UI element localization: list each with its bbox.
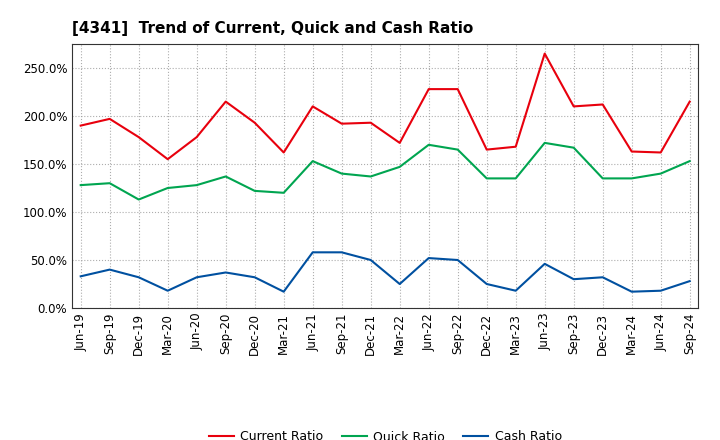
Cash Ratio	[627, 289, 636, 294]
Current Ratio	[511, 144, 520, 149]
Current Ratio	[570, 104, 578, 109]
Quick Ratio	[657, 171, 665, 176]
Current Ratio	[308, 104, 317, 109]
Quick Ratio	[279, 190, 288, 195]
Quick Ratio	[192, 183, 201, 188]
Quick Ratio	[135, 197, 143, 202]
Cash Ratio	[511, 288, 520, 293]
Quick Ratio	[221, 174, 230, 179]
Quick Ratio	[338, 171, 346, 176]
Quick Ratio	[366, 174, 375, 179]
Quick Ratio	[454, 147, 462, 152]
Current Ratio	[366, 120, 375, 125]
Current Ratio	[192, 135, 201, 140]
Cash Ratio	[366, 257, 375, 263]
Cash Ratio	[192, 275, 201, 280]
Quick Ratio	[511, 176, 520, 181]
Quick Ratio	[308, 158, 317, 164]
Current Ratio	[657, 150, 665, 155]
Cash Ratio	[541, 261, 549, 267]
Quick Ratio	[598, 176, 607, 181]
Current Ratio	[685, 99, 694, 104]
Current Ratio	[338, 121, 346, 126]
Cash Ratio	[135, 275, 143, 280]
Current Ratio	[76, 123, 85, 128]
Current Ratio	[541, 51, 549, 56]
Current Ratio	[627, 149, 636, 154]
Cash Ratio	[482, 281, 491, 286]
Current Ratio	[279, 150, 288, 155]
Cash Ratio	[163, 288, 172, 293]
Cash Ratio	[598, 275, 607, 280]
Line: Quick Ratio: Quick Ratio	[81, 143, 690, 199]
Cash Ratio	[105, 267, 114, 272]
Quick Ratio	[105, 180, 114, 186]
Cash Ratio	[395, 281, 404, 286]
Current Ratio	[163, 157, 172, 162]
Current Ratio	[395, 140, 404, 146]
Current Ratio	[482, 147, 491, 152]
Cash Ratio	[308, 249, 317, 255]
Quick Ratio	[395, 164, 404, 169]
Quick Ratio	[541, 140, 549, 146]
Cash Ratio	[76, 274, 85, 279]
Cash Ratio	[338, 249, 346, 255]
Current Ratio	[454, 87, 462, 92]
Quick Ratio	[482, 176, 491, 181]
Cash Ratio	[657, 288, 665, 293]
Quick Ratio	[570, 145, 578, 150]
Current Ratio	[424, 87, 433, 92]
Line: Current Ratio: Current Ratio	[81, 54, 690, 159]
Quick Ratio	[251, 188, 259, 194]
Cash Ratio	[221, 270, 230, 275]
Current Ratio	[251, 120, 259, 125]
Cash Ratio	[685, 279, 694, 284]
Current Ratio	[105, 116, 114, 121]
Current Ratio	[598, 102, 607, 107]
Cash Ratio	[454, 257, 462, 263]
Cash Ratio	[251, 275, 259, 280]
Line: Cash Ratio: Cash Ratio	[81, 252, 690, 292]
Quick Ratio	[627, 176, 636, 181]
Quick Ratio	[424, 142, 433, 147]
Cash Ratio	[279, 289, 288, 294]
Legend: Current Ratio, Quick Ratio, Cash Ratio: Current Ratio, Quick Ratio, Cash Ratio	[204, 425, 567, 440]
Quick Ratio	[76, 183, 85, 188]
Current Ratio	[221, 99, 230, 104]
Quick Ratio	[685, 158, 694, 164]
Text: [4341]  Trend of Current, Quick and Cash Ratio: [4341] Trend of Current, Quick and Cash …	[72, 21, 473, 36]
Current Ratio	[135, 135, 143, 140]
Cash Ratio	[424, 256, 433, 261]
Cash Ratio	[570, 277, 578, 282]
Quick Ratio	[163, 185, 172, 191]
